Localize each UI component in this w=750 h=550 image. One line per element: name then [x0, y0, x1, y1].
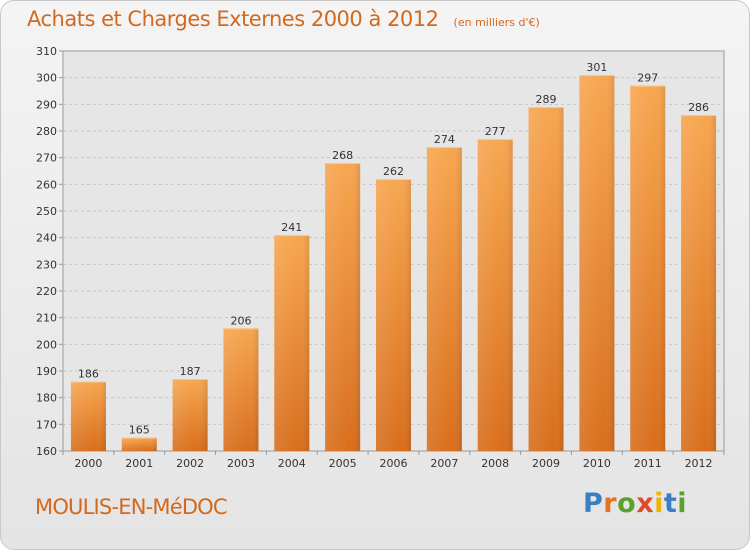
bar-shade [681, 115, 717, 451]
bar-shade [477, 139, 513, 451]
y-tick-label: 170 [36, 418, 57, 431]
y-tick-label: 220 [36, 285, 57, 298]
data-label: 301 [586, 61, 607, 74]
bar-shade [376, 179, 411, 451]
y-tick-label: 230 [36, 258, 57, 271]
bar-shade [274, 235, 310, 451]
y-tick-label: 250 [36, 205, 57, 218]
x-tick-label: 2002 [176, 457, 204, 470]
bars: 186 165 187 206 241 268 262 274 277 289 301 297 286 [70, 61, 717, 452]
y-axis: 160 170 180 190 200 210 220 230 240 250 260 270 280 2… [36, 45, 63, 458]
data-label: 262 [383, 165, 404, 178]
y-tick-label: 160 [36, 445, 57, 458]
x-tick-label: 2011 [634, 457, 662, 470]
x-tick-label: 2000 [74, 457, 102, 470]
data-label: 274 [434, 133, 455, 146]
data-label: 165 [129, 424, 150, 437]
bar-shade [426, 147, 462, 451]
data-label: 186 [78, 368, 99, 381]
chart-unit-label: (en milliers d'€) [453, 16, 540, 29]
bar-shade [223, 328, 259, 451]
y-tick-label: 180 [36, 392, 57, 405]
x-tick-label: 2004 [278, 457, 306, 470]
x-tick-label: 2005 [329, 457, 357, 470]
x-axis: 2000 2001 2002 2003 2004 2005 2006 2007 2008 2009… [62, 451, 725, 470]
bar-shade [70, 381, 106, 451]
bar-shade [172, 379, 208, 451]
y-tick-label: 210 [36, 312, 57, 325]
data-label: 268 [332, 149, 353, 162]
chart-title-row: Achats et Charges Externes 2000 à 2012 (… [27, 7, 540, 31]
y-tick-label: 270 [36, 152, 57, 165]
logo-letter: P [583, 488, 604, 519]
bar-shade [325, 163, 361, 451]
data-label: 187 [180, 365, 201, 378]
logo-letter: i [677, 488, 688, 519]
y-tick-label: 280 [36, 125, 57, 138]
logo-letter: o [617, 488, 637, 519]
data-label: 286 [688, 101, 709, 114]
bar-shade [630, 85, 666, 452]
x-tick-label: 2003 [227, 457, 255, 470]
x-tick-label: 2006 [380, 457, 408, 470]
y-tick-label: 290 [36, 98, 57, 111]
data-label: 241 [281, 221, 302, 234]
proxiti-logo[interactable]: Proxiti [583, 488, 687, 519]
bar-shade [121, 437, 157, 451]
bar-shade [579, 75, 615, 451]
x-tick-label: 2008 [481, 457, 509, 470]
y-tick-label: 190 [36, 365, 57, 378]
x-tick-label: 2009 [532, 457, 560, 470]
x-tick-label: 2010 [583, 457, 611, 470]
data-label: 277 [485, 125, 506, 138]
data-label: 206 [230, 314, 251, 327]
chart-title: Achats et Charges Externes 2000 à 2012 [27, 7, 439, 31]
y-tick-label: 260 [36, 178, 57, 191]
logo-letter: x [636, 488, 655, 519]
y-tick-label: 200 [36, 338, 57, 351]
data-label: 289 [536, 93, 557, 106]
x-tick-label: 2007 [430, 457, 458, 470]
y-tick-label: 240 [36, 232, 57, 245]
y-tick-label: 310 [36, 45, 57, 58]
commune-name: MOULIS-EN-MéDOC [35, 495, 228, 519]
logo-letter: t [663, 488, 678, 519]
logo-letter: r [603, 488, 618, 519]
x-tick-label: 2001 [125, 457, 153, 470]
y-tick-label: 300 [36, 72, 57, 85]
x-tick-label: 2012 [685, 457, 713, 470]
data-label: 297 [637, 72, 658, 85]
logo-letter: i [654, 488, 664, 519]
bar-shade [528, 107, 564, 451]
